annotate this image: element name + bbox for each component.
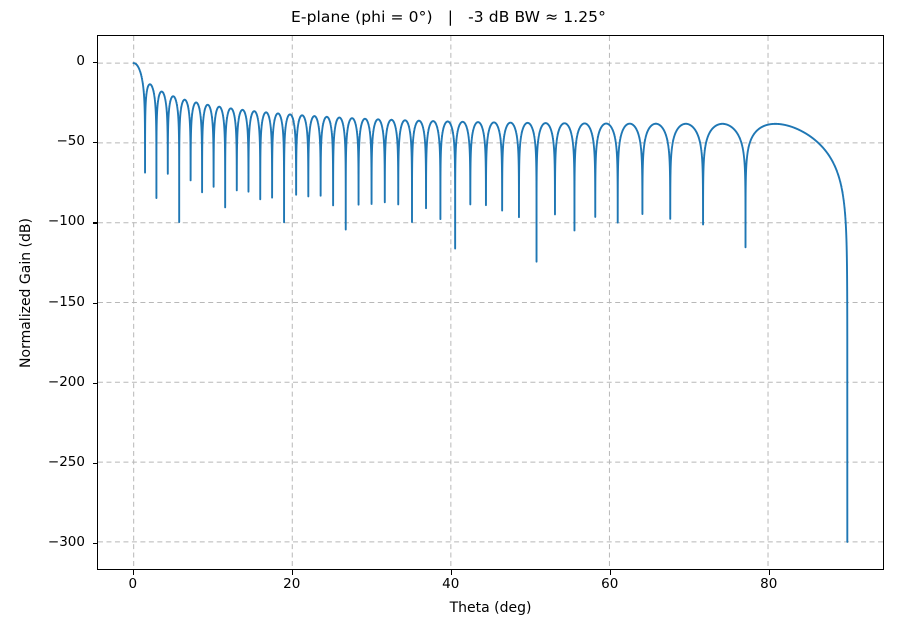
x-tick-label: 60 bbox=[601, 576, 619, 592]
y-tick-label: −100 bbox=[47, 213, 85, 230]
data-series-e-plane bbox=[98, 36, 883, 569]
x-tick-mark bbox=[768, 570, 770, 575]
x-tick-label: 80 bbox=[760, 576, 778, 592]
x-axis-label: Theta (deg) bbox=[449, 600, 532, 616]
x-tick-mark bbox=[291, 570, 293, 575]
x-tick-label: 0 bbox=[128, 576, 138, 592]
y-tick-label: −250 bbox=[47, 453, 85, 470]
y-tick-mark bbox=[93, 62, 98, 64]
x-tick-mark bbox=[132, 570, 134, 575]
y-tick-label: −150 bbox=[47, 293, 85, 310]
x-tick-mark bbox=[609, 570, 611, 575]
y-tick-label: −300 bbox=[47, 533, 85, 550]
chart-title: E-plane (phi = 0°) | -3 dB BW ≈ 1.25° bbox=[290, 8, 606, 26]
plot-area bbox=[97, 35, 884, 570]
y-tick-mark bbox=[93, 382, 98, 384]
y-tick-mark bbox=[93, 142, 98, 144]
y-tick-mark bbox=[93, 542, 98, 544]
x-tick-mark bbox=[450, 570, 452, 575]
x-tick-label: 20 bbox=[283, 576, 301, 592]
x-tick-label: 40 bbox=[442, 576, 460, 592]
y-tick-label: −200 bbox=[47, 373, 85, 390]
y-tick-mark bbox=[93, 222, 98, 224]
y-tick-mark bbox=[93, 302, 98, 304]
y-tick-mark bbox=[93, 462, 98, 464]
y-tick-label: 0 bbox=[76, 53, 85, 70]
y-tick-label: −50 bbox=[56, 133, 86, 150]
